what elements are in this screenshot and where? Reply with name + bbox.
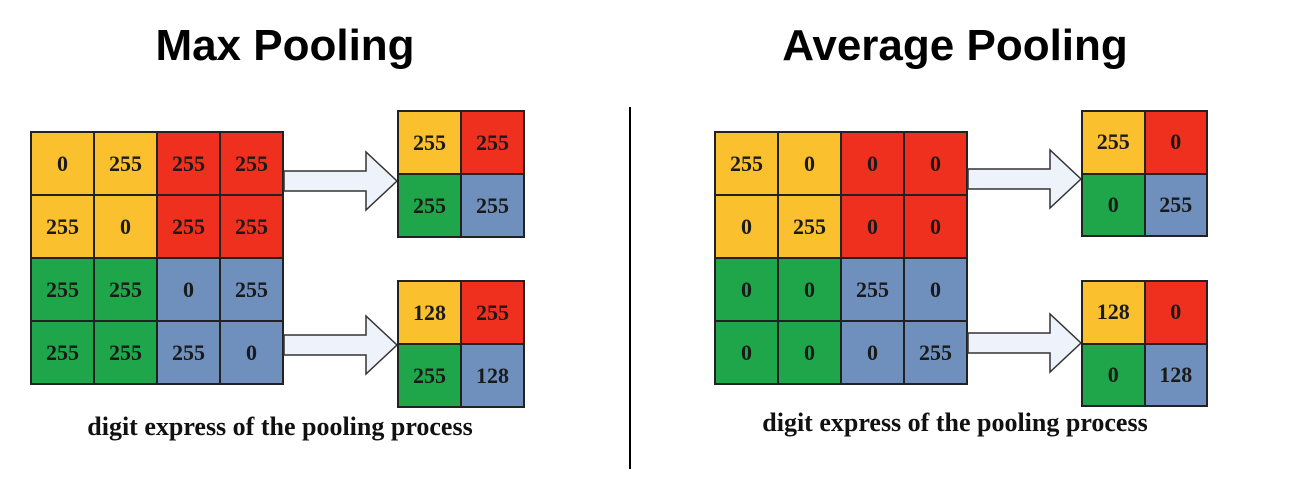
grid-cell: 0 bbox=[904, 132, 967, 195]
grid-cell: 255 bbox=[398, 111, 461, 174]
grid-cell: 0 bbox=[31, 132, 94, 195]
grid-cell: 255 bbox=[461, 111, 524, 174]
grid-cell: 128 bbox=[398, 281, 461, 344]
grid-cell: 0 bbox=[220, 321, 283, 384]
grid-cell: 0 bbox=[1082, 173, 1145, 236]
grid-cell: 255 bbox=[94, 258, 157, 321]
max-pooling-arrow-bottom bbox=[283, 314, 399, 376]
grid-cell: 255 bbox=[398, 344, 461, 407]
grid-cell: 255 bbox=[31, 321, 94, 384]
grid-cell: 255 bbox=[157, 195, 220, 258]
grid-cell: 255 bbox=[94, 321, 157, 384]
grid-cell: 0 bbox=[157, 258, 220, 321]
average-pooling-caption: digit express of the pooling process bbox=[762, 408, 1148, 437]
grid-cell: 255 bbox=[94, 132, 157, 195]
average-pooling-arrow-top bbox=[967, 148, 1083, 210]
grid-cell: 128 bbox=[1082, 281, 1145, 344]
grid-cell: 0 bbox=[715, 258, 778, 321]
grid-cell: 255 bbox=[157, 132, 220, 195]
grid-cell: 255 bbox=[31, 258, 94, 321]
grid-cell: 255 bbox=[461, 281, 524, 344]
grid-cell: 0 bbox=[778, 258, 841, 321]
average-pooling-title: Average Pooling bbox=[782, 21, 1128, 70]
max-pooling-output-grid: 255 255 255 255 bbox=[397, 110, 525, 238]
panel-divider bbox=[629, 107, 631, 469]
max-pooling-caption: digit express of the pooling process bbox=[87, 412, 473, 441]
grid-cell: 255 bbox=[157, 321, 220, 384]
grid-cell: 0 bbox=[904, 195, 967, 258]
grid-cell: 0 bbox=[841, 132, 904, 195]
grid-cell: 0 bbox=[1082, 343, 1145, 406]
grid-cell: 0 bbox=[1144, 281, 1207, 344]
grid-cell: 128 bbox=[461, 344, 524, 407]
grid-cell: 255 bbox=[1144, 173, 1207, 236]
grid-cell: 0 bbox=[94, 195, 157, 258]
grid-cell: 255 bbox=[778, 195, 841, 258]
grid-cell: 0 bbox=[841, 195, 904, 258]
grid-cell: 0 bbox=[841, 321, 904, 384]
max-pooling-arrow-top bbox=[283, 150, 399, 212]
average-pooling-output-grid: 128 255 255 128 bbox=[397, 280, 525, 408]
grid-cell: 128 bbox=[1144, 343, 1207, 406]
average-pooling-arrow-bottom bbox=[967, 312, 1083, 374]
grid-cell: 0 bbox=[778, 321, 841, 384]
max-pooling-output-grid-right: 255 0 0 255 bbox=[1081, 110, 1208, 237]
grid-cell: 0 bbox=[715, 321, 778, 384]
average-pooling-input-grid: 255 0 0 0 0 255 0 0 0 0 255 0 0 0 0 255 bbox=[714, 131, 968, 385]
grid-cell: 0 bbox=[1144, 111, 1207, 174]
grid-cell: 255 bbox=[31, 195, 94, 258]
grid-cell: 255 bbox=[220, 132, 283, 195]
grid-cell: 0 bbox=[778, 132, 841, 195]
max-pooling-input-grid: 0 255 255 255 255 0 255 255 255 255 0 255 255 255 255 0 bbox=[30, 131, 284, 385]
grid-cell: 255 bbox=[461, 174, 524, 237]
grid-cell: 255 bbox=[904, 321, 967, 384]
grid-cell: 255 bbox=[220, 258, 283, 321]
grid-cell: 255 bbox=[398, 174, 461, 237]
grid-cell: 0 bbox=[715, 195, 778, 258]
grid-cell: 255 bbox=[715, 132, 778, 195]
grid-cell: 255 bbox=[1082, 111, 1145, 174]
grid-cell: 255 bbox=[220, 195, 283, 258]
max-pooling-title: Max Pooling bbox=[155, 21, 415, 70]
grid-cell: 0 bbox=[904, 258, 967, 321]
grid-cell: 255 bbox=[841, 258, 904, 321]
average-pooling-output-grid-right: 128 0 0 128 bbox=[1081, 280, 1208, 407]
